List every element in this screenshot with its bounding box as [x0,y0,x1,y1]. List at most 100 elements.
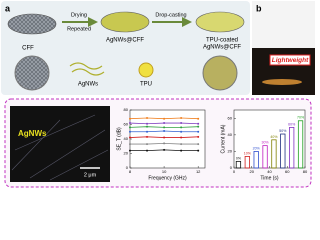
y-tick-label: 20 [124,151,129,156]
x-tick-label: 10 [162,169,167,174]
point [197,149,200,152]
y-tick-label: 0 [126,165,129,170]
point [163,126,166,129]
pulse [244,155,250,169]
pulse [280,133,286,169]
step-label: Drying [71,12,87,18]
panel-label: b [256,3,262,13]
zoom-cff [14,55,50,91]
step-label: Drop-casting [155,12,186,18]
y-tick-label: 0 [230,165,233,170]
y-tick-label: 80 [124,107,129,112]
point [146,116,149,119]
legend-label: AgNWs [78,82,98,88]
y-tick-label: 60 [124,122,129,127]
point [197,122,200,125]
pulse-label: 60% [288,122,295,126]
panel-label: a [5,3,11,13]
pulse-label: 70% [297,116,304,120]
point [146,143,149,146]
agnws-icon [69,62,105,76]
pulse [289,127,295,169]
point [180,126,183,129]
point [129,143,131,146]
point [180,149,183,152]
legend-label: TPU [140,82,152,88]
point [146,122,149,125]
pulse-label: 30% [262,141,269,145]
y-tick-label: 20 [228,148,233,153]
point [163,148,166,151]
y-axis-label: SE_T (dB) [116,127,122,151]
point [180,130,183,133]
point [163,122,166,125]
pulse-label: 10% [244,151,251,155]
pulse-label: 40% [270,135,277,139]
item-label: TPU-coated [206,38,238,44]
point [146,125,149,128]
plot-area [233,109,306,169]
se-chart: 0 20 40 60 80 8 10 12 Frequency (GHz) SE_T (dB) [116,107,206,181]
tpu-disc [195,11,245,33]
sem-texture [11,114,109,181]
pulse-label: 50% [279,129,286,133]
tpu-icon [138,62,154,78]
point [197,143,200,146]
point [163,130,166,133]
point [129,149,131,152]
zoom-tpu [202,55,238,91]
tag: Lightweight [272,57,309,64]
x-tick-label: 8 [129,169,132,174]
point [146,135,149,138]
point [129,126,131,129]
point [180,136,183,139]
y-tick-label: 60 [228,115,233,120]
point [163,117,166,120]
item-label: AgNWs@CFF [106,38,144,44]
item-label: CFF [22,46,34,52]
pulse [297,120,304,169]
x-tick-label: 20 [250,169,255,174]
x-tick-label: 40 [267,169,272,174]
y-tick-label: 40 [124,136,129,141]
point [129,122,131,125]
step-label: Repeated [67,26,91,32]
point [197,135,200,138]
x-tick-label: 0 [233,169,236,174]
agnws-disc [100,11,150,33]
tag-box [269,54,311,66]
point [197,117,200,120]
point [197,130,200,133]
x-axis-label: Time (s) [260,175,278,181]
point [180,143,183,146]
point [197,125,200,128]
point [163,142,166,145]
point [180,116,183,119]
x-axis-label: Frequency (GHz) [148,175,187,181]
y-tick-label: 40 [228,132,233,137]
figure: a Drying Repeated Drop-casting CFF AgNWs… [1,1,315,188]
pulse [253,151,259,169]
point [163,136,166,139]
pulse [271,139,277,169]
scale-label: 2 μm [84,172,97,178]
pulse-label: 0% [236,156,241,160]
sem-label: AgNWs [18,129,47,138]
item-label: AgNWs@CFF [203,45,241,51]
x-tick-label: 80 [303,169,308,174]
point [129,136,131,139]
point [180,122,183,125]
point [129,117,131,120]
pulse [235,160,242,169]
photo-sample [262,79,302,85]
pulse [262,145,268,169]
y-axis-label: Current (mA) [220,124,226,153]
point [146,130,149,133]
pulse-label: 20% [253,146,260,150]
cff-disc [7,13,57,35]
sem-image [10,106,110,182]
x-tick-label: 60 [285,169,290,174]
x-tick-label: 12 [196,169,201,174]
point [146,149,149,152]
point [129,130,131,133]
